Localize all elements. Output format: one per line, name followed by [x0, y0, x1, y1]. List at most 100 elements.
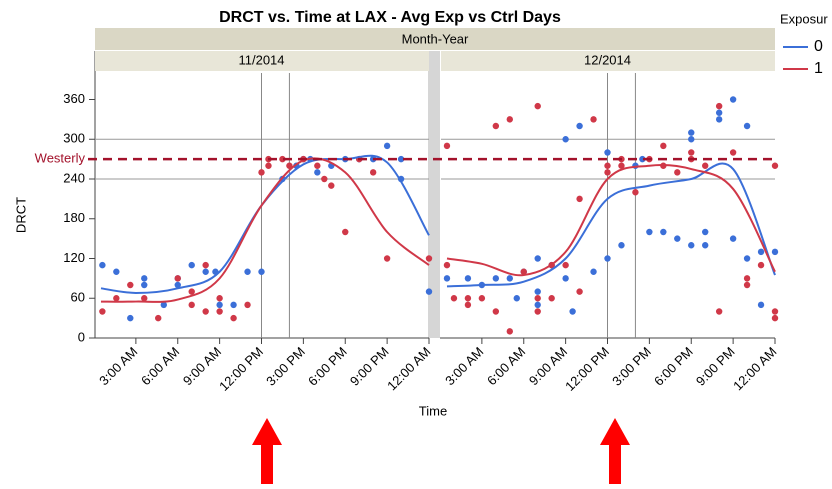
- data-point: [174, 275, 181, 282]
- data-point: [688, 129, 695, 136]
- y-tick-label: 360: [63, 91, 85, 106]
- data-point: [506, 116, 513, 123]
- data-point: [443, 142, 451, 150]
- data-point: [743, 122, 751, 130]
- data-point: [492, 122, 500, 130]
- y-tick-label: 180: [63, 210, 85, 225]
- data-point: [314, 169, 321, 176]
- data-point: [174, 281, 181, 289]
- data-point: [321, 175, 328, 183]
- data-point: [604, 162, 611, 169]
- data-point: [464, 295, 472, 302]
- data-point: [688, 136, 695, 143]
- y-tick-label: 120: [63, 250, 85, 265]
- data-point: [715, 109, 723, 116]
- data-point: [604, 255, 611, 262]
- data-point: [202, 261, 209, 269]
- data-point: [464, 275, 472, 282]
- data-point: [757, 248, 765, 256]
- data-point: [743, 255, 751, 262]
- data-point: [141, 295, 148, 302]
- data-point: [674, 235, 681, 242]
- panel-header: [95, 51, 429, 71]
- data-point: [230, 301, 237, 309]
- data-point: [492, 308, 500, 315]
- data-point: [771, 162, 779, 169]
- data-point: [576, 195, 583, 203]
- data-point: [492, 275, 500, 282]
- data-point: [443, 261, 451, 269]
- data-point: [534, 102, 541, 110]
- data-point: [202, 308, 209, 315]
- data-point: [478, 295, 486, 302]
- data-point: [702, 228, 709, 236]
- data-point: [314, 162, 321, 169]
- y-tick-label: 60: [71, 290, 85, 305]
- data-point: [771, 308, 779, 315]
- group-header: [95, 28, 775, 50]
- data-point: [244, 268, 251, 275]
- data-point: [188, 301, 195, 309]
- data-point: [450, 295, 458, 302]
- data-point: [729, 149, 737, 156]
- data-point: [342, 228, 349, 236]
- data-point: [715, 308, 723, 315]
- data-point: [743, 275, 751, 282]
- data-point: [562, 275, 569, 282]
- data-point: [506, 328, 513, 335]
- data-point: [715, 102, 723, 110]
- data-point: [702, 242, 709, 249]
- data-point: [286, 162, 293, 169]
- data-point: [548, 295, 555, 302]
- data-point: [646, 228, 653, 236]
- data-point: [141, 281, 148, 289]
- data-point: [160, 301, 167, 309]
- panel-label: 11/2014: [238, 52, 284, 67]
- chart-title: DRCT vs. Time at LAX - Avg Exp vs Ctrl D…: [219, 9, 561, 26]
- panel-label: 12/2014: [584, 52, 631, 67]
- data-point: [757, 261, 765, 269]
- legend-title: Exposur: [780, 11, 828, 26]
- y-axis-label: DRCT: [13, 197, 28, 233]
- data-point: [604, 149, 611, 156]
- data-point: [702, 162, 709, 169]
- data-point: [99, 261, 106, 269]
- y-tick-label: 240: [63, 170, 85, 185]
- reference-label: Westerly: [35, 151, 86, 166]
- group-label: Month-Year: [402, 31, 469, 46]
- data-point: [230, 314, 237, 322]
- data-point: [202, 268, 209, 275]
- data-point: [188, 261, 195, 269]
- data-point: [216, 301, 223, 309]
- data-point: [569, 308, 576, 315]
- data-point: [383, 255, 391, 262]
- data-point: [688, 149, 695, 156]
- data-point: [590, 116, 597, 123]
- legend-label: 1: [814, 60, 823, 77]
- data-point: [534, 288, 541, 295]
- data-point: [369, 169, 377, 176]
- data-point: [771, 248, 779, 256]
- data-point: [258, 268, 265, 275]
- data-point: [397, 155, 405, 163]
- data-point: [279, 155, 286, 163]
- data-point: [113, 295, 120, 302]
- data-point: [513, 295, 520, 302]
- data-point: [715, 116, 723, 123]
- data-point: [155, 314, 162, 322]
- y-tick-label: 300: [63, 131, 85, 146]
- data-point: [425, 255, 433, 262]
- data-point: [188, 288, 195, 295]
- data-point: [632, 189, 639, 196]
- data-point: [216, 295, 223, 302]
- data-point: [534, 308, 541, 315]
- data-point: [99, 308, 106, 315]
- data-point: [328, 182, 335, 189]
- data-point: [618, 162, 625, 169]
- data-point: [464, 301, 472, 309]
- data-point: [590, 268, 597, 275]
- data-point: [383, 142, 391, 150]
- data-point: [244, 301, 251, 309]
